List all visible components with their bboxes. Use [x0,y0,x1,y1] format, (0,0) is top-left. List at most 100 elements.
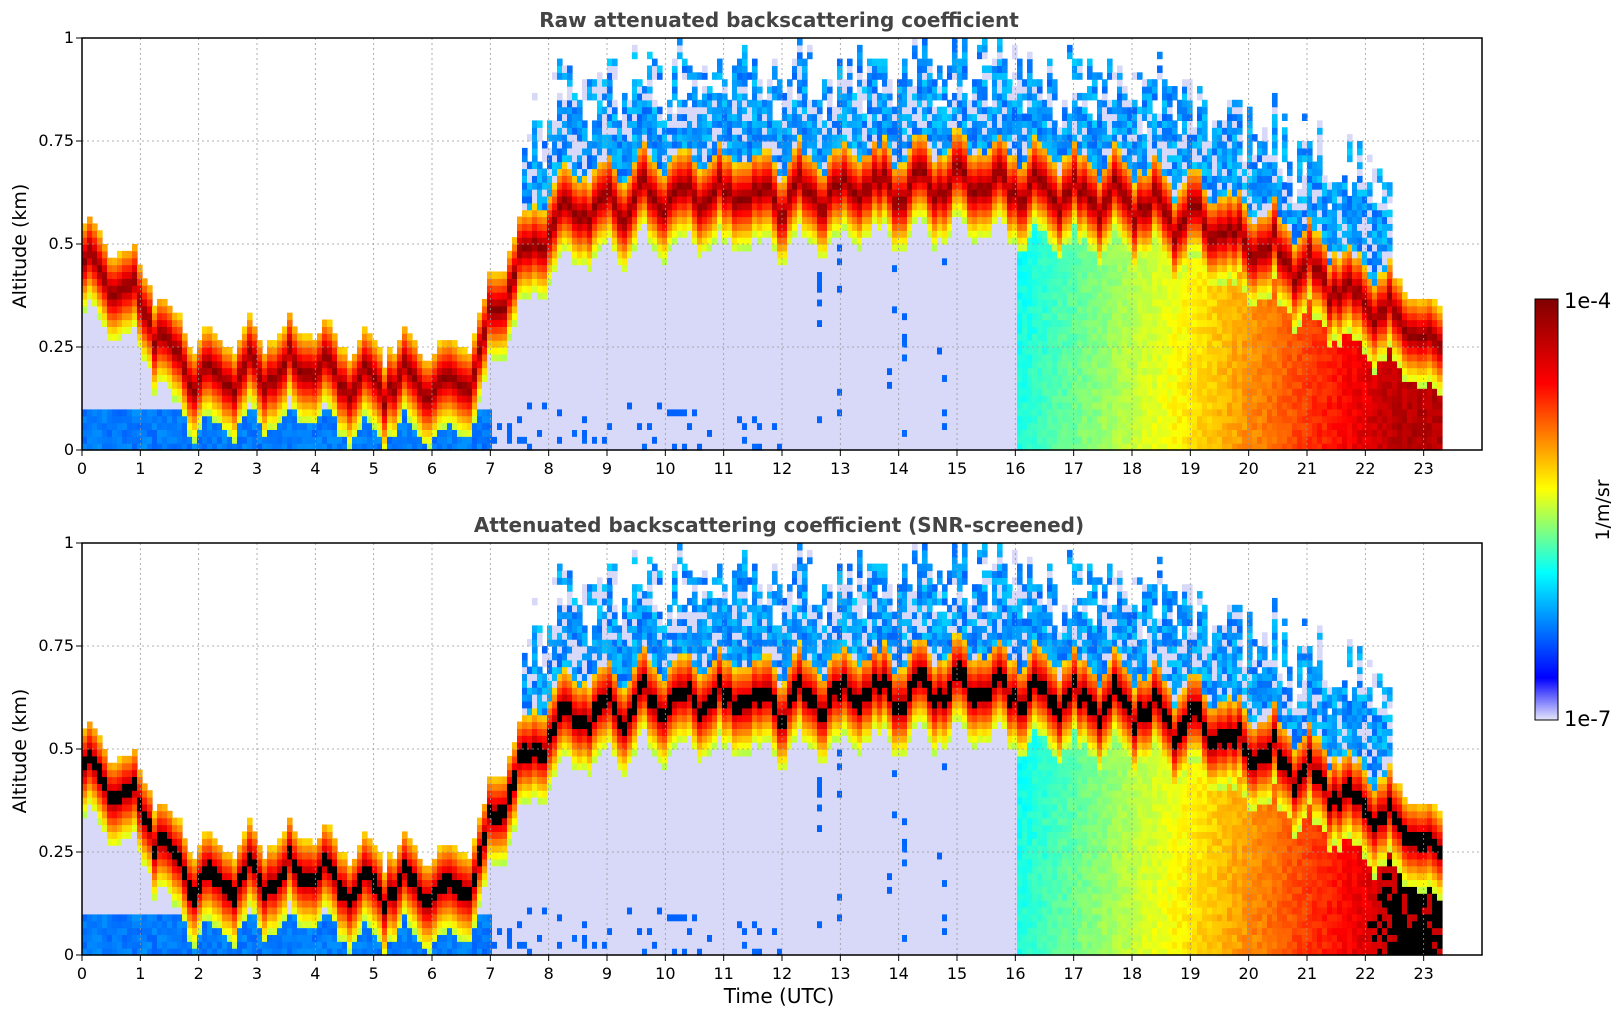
heatmap-cell [577,113,583,121]
heatmap-cell [577,209,583,218]
heatmap-cell [697,305,703,314]
heatmap-cell [567,237,573,245]
heatmap-cell [802,113,808,121]
heatmap-cell [737,305,743,314]
heatmap-cell [497,292,503,300]
heatmap-cell [657,216,663,224]
heatmap-cell [602,388,608,396]
heatmap-cell [542,237,548,245]
heatmap-cell [622,168,628,176]
heatmap-cell [807,326,813,334]
heatmap-cell [127,257,133,266]
heatmap-cell [602,134,608,142]
heatmap-cell [567,360,573,369]
heatmap-cell [97,319,103,327]
heatmap-cell [347,401,353,410]
heatmap-cell [682,415,688,424]
heatmap-cell [702,168,708,176]
heatmap-cell [652,202,658,211]
heatmap-cell [252,388,258,396]
heatmap-cell [662,367,668,376]
heatmap-cell [732,134,738,142]
heatmap-cell [307,395,313,403]
heatmap-cell [552,388,558,396]
heatmap-cell [792,257,798,266]
heatmap-cell [642,230,648,238]
heatmap-cell [777,79,783,87]
heatmap-cell [602,347,608,355]
heatmap-cell [572,147,578,156]
heatmap-cell [727,195,733,204]
heatmap-cell [152,333,158,341]
heatmap-cell [87,401,93,410]
heatmap-cell [517,429,523,437]
heatmap-cell [742,244,748,252]
heatmap-cell [727,106,733,115]
heatmap-cell [442,381,448,389]
heatmap-cell [747,443,753,451]
heatmap-cell [697,374,703,382]
heatmap-cell [807,195,813,204]
heatmap-cell [232,381,238,389]
heatmap-cell [382,381,388,389]
heatmap-cell [447,374,453,382]
heatmap-cell [542,223,548,231]
heatmap-cell [137,285,143,293]
heatmap-cell [517,271,523,279]
heatmap-cell [702,175,708,183]
heatmap-cell [102,347,108,355]
heatmap-cell [427,401,433,410]
heatmap-cell [557,257,563,266]
heatmap-cell [832,436,838,444]
heatmap-cell [112,312,118,321]
heatmap-cell [727,353,733,362]
heatmap-cell [352,429,358,437]
heatmap-cell [487,298,493,307]
heatmap-cell [647,333,653,341]
heatmap-cell [627,216,633,224]
heatmap-cell [807,285,813,293]
heatmap-cell [232,374,238,382]
heatmap-cell [747,216,753,224]
heatmap-cell [707,175,713,183]
heatmap-cell [562,353,568,362]
heatmap-cell [252,408,258,417]
panel-title: Raw attenuated backscattering coefficien… [539,8,1019,32]
heatmap-cell [672,141,678,149]
heatmap-cell [707,360,713,369]
heatmap-cell [702,292,708,300]
heatmap-cell [562,65,568,73]
heatmap-cell [637,141,643,149]
heatmap-cell [627,340,633,348]
heatmap-cell [382,415,388,424]
heatmap-cell [547,422,553,430]
heatmap-cell [602,326,608,334]
heatmap-cell [212,443,218,451]
heatmap-cell [582,195,588,204]
heatmap-cell [597,250,603,259]
heatmap-cell [757,127,763,135]
heatmap-cell [432,360,438,369]
heatmap-cell [312,422,318,430]
heatmap-cell [647,312,653,321]
heatmap-cell [772,147,778,156]
heatmap-cell [532,202,538,211]
heatmap-cell [92,340,98,348]
heatmap-cell [292,408,298,417]
heatmap-cell [427,415,433,424]
heatmap-cell [122,436,128,444]
heatmap-cell [152,367,158,376]
heatmap-cell [192,408,198,417]
heatmap-cell [327,360,333,369]
heatmap-cell [547,360,553,369]
heatmap-cell [357,353,363,362]
heatmap-cell [217,422,223,430]
heatmap-cell [812,353,818,362]
heatmap-cell [267,415,273,424]
heatmap-cell [817,415,823,424]
heatmap-cell [187,381,193,389]
heatmap-cell [682,381,688,389]
heatmap-cell [532,381,538,389]
heatmap-cell [537,250,543,259]
heatmap-cell [377,374,383,382]
